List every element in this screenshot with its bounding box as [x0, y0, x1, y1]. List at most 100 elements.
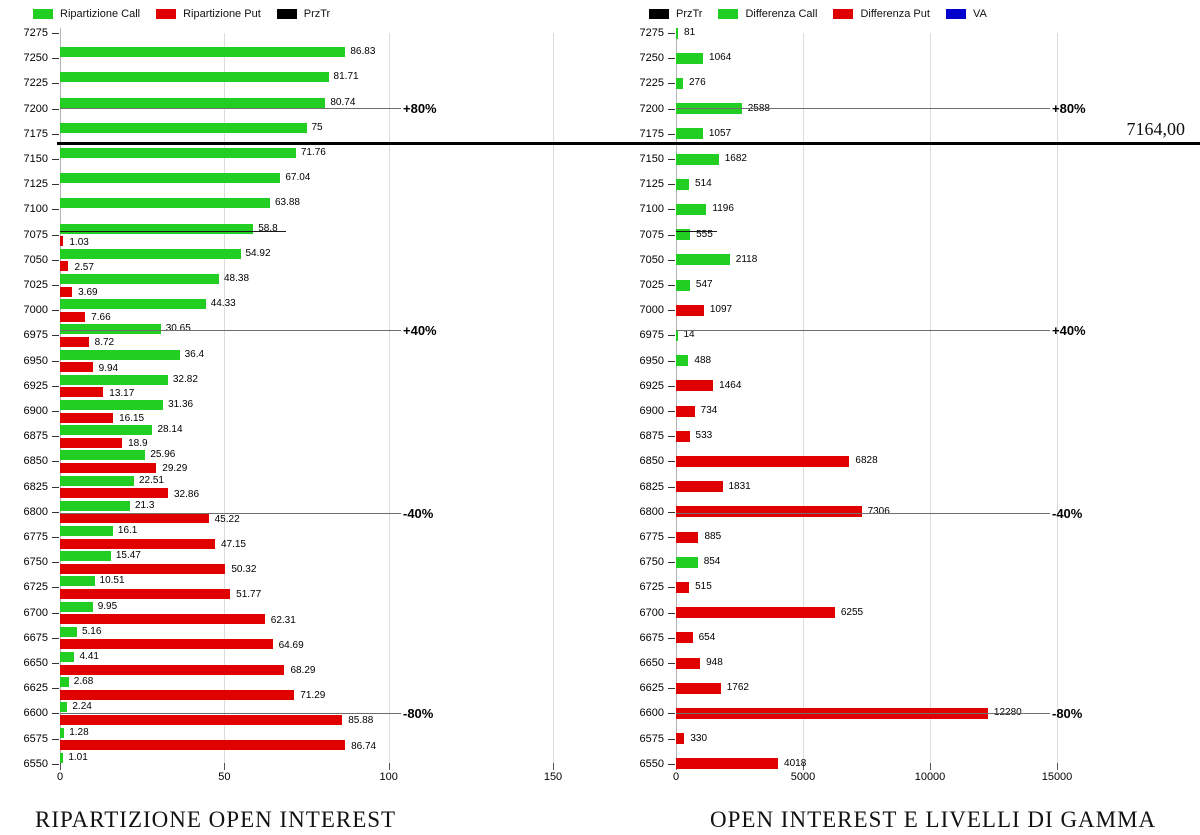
strike-label: 6725 — [639, 581, 664, 594]
ref-line-label: +40% — [1052, 323, 1086, 339]
strike-tick — [668, 461, 675, 463]
put-bar — [60, 639, 273, 650]
strike-tick — [668, 310, 675, 312]
put-bar — [60, 714, 343, 725]
diff-value-label: 948 — [706, 657, 723, 668]
diff-bar — [676, 581, 690, 593]
strike-tick — [52, 209, 59, 211]
call-bar — [60, 148, 296, 158]
diff-bar — [676, 455, 850, 467]
diff-value-label: 330 — [690, 732, 708, 744]
strike-label: 6825 — [23, 480, 48, 493]
ref-line — [676, 107, 1050, 109]
strike-label: 7225 — [23, 77, 48, 90]
call-value-label: 71.76 — [300, 147, 326, 158]
ref-line — [676, 512, 1050, 514]
diff-bar — [676, 405, 695, 417]
legend-item-va: VA — [945, 8, 987, 20]
strike-tick — [52, 587, 59, 589]
x-tick — [553, 763, 554, 770]
put-value-label: 7.66 — [91, 312, 111, 324]
call-bar — [60, 72, 329, 83]
strike-tick — [52, 436, 59, 438]
strike-label: 7075 — [23, 228, 48, 241]
call-value-label: 25.96 — [150, 449, 176, 461]
strike-tick — [668, 209, 675, 211]
call-bar — [60, 576, 95, 587]
strike-tick — [668, 285, 675, 286]
put-value-label: 50.32 — [231, 564, 257, 576]
strike-label: 7275 — [639, 27, 664, 39]
call-value-label: 28.14 — [157, 424, 183, 436]
strike-label: 6625 — [23, 682, 48, 695]
ref-line-label: +80% — [403, 100, 437, 116]
x-tick — [388, 763, 390, 770]
diff-bar — [676, 380, 714, 392]
call-swatch-icon — [718, 9, 739, 19]
put-value-label: 51.77 — [236, 589, 262, 601]
put-bar — [60, 362, 93, 373]
call-value-label: 4.41 — [79, 651, 99, 662]
strike-label: 6800 — [23, 505, 48, 518]
ref-line — [60, 330, 401, 332]
prztr-price-line — [57, 142, 1200, 145]
x-tick — [224, 763, 226, 770]
diff-value-label: 7306 — [867, 505, 890, 517]
marker-line — [676, 230, 717, 232]
x-tick-label: 10000 — [914, 771, 946, 783]
strike-label: 7275 — [23, 27, 48, 39]
legend-item-prztr: PrzTr — [276, 8, 331, 20]
strike-tick — [668, 411, 675, 412]
strike-tick — [668, 537, 675, 538]
va-swatch-icon — [945, 9, 966, 19]
call-value-label: 32.82 — [172, 373, 198, 385]
x-tick — [930, 763, 931, 770]
diff-bar — [676, 279, 690, 291]
put-bar — [60, 462, 157, 473]
call-bar — [60, 652, 75, 662]
call-bar — [60, 47, 346, 58]
diff-bar — [676, 103, 742, 115]
strike-tick — [668, 259, 675, 261]
diff-value-label: 6828 — [855, 455, 878, 467]
call-value-label: 22.51 — [138, 474, 164, 486]
legend-label: PrzTr — [303, 8, 331, 20]
strike-tick — [668, 58, 675, 60]
put-value-label: 2.57 — [74, 261, 94, 273]
put-value-label: 86.74 — [351, 740, 377, 752]
put-value-label: 47.15 — [220, 539, 246, 550]
strike-tick — [52, 461, 59, 463]
diff-value-label: 2588 — [748, 103, 770, 114]
strike-tick — [668, 360, 675, 362]
call-value-label: 80.74 — [330, 96, 356, 108]
legend-item-differenza-call: Differenza Call — [718, 8, 817, 20]
strike-label: 6600 — [23, 707, 48, 720]
strike-label: 7250 — [23, 52, 48, 65]
strike-label: 6775 — [639, 531, 664, 543]
diff-value-label: 1464 — [719, 379, 742, 391]
strike-tick — [668, 688, 675, 690]
strike-label: 6800 — [639, 505, 664, 518]
gridline — [930, 33, 931, 765]
legend-item-prztr: PrzTr — [649, 8, 702, 20]
strike-tick — [52, 108, 59, 110]
x-tick — [803, 763, 804, 770]
put-value-label: 8.72 — [94, 337, 115, 349]
put-value-label: 29.29 — [162, 463, 188, 475]
call-value-label: 21.3 — [135, 499, 155, 511]
strike-tick — [52, 133, 59, 135]
diff-bar — [676, 657, 701, 669]
ref-line — [60, 713, 401, 715]
call-bar — [60, 450, 146, 461]
call-bar — [60, 551, 111, 562]
strike-label: 6575 — [639, 732, 664, 745]
legend-label: Ripartizione Put — [183, 8, 261, 20]
ref-line-label: -80% — [1052, 706, 1083, 722]
put-value-label: 85.88 — [348, 715, 374, 727]
strike-tick — [52, 58, 59, 60]
chart1-title: RIPARTIZIONE OPEN INTEREST — [35, 807, 397, 832]
strike-label: 6725 — [23, 581, 48, 594]
strike-label: 7075 — [639, 228, 664, 241]
strike-label: 6600 — [639, 707, 664, 720]
put-bar — [60, 387, 104, 398]
